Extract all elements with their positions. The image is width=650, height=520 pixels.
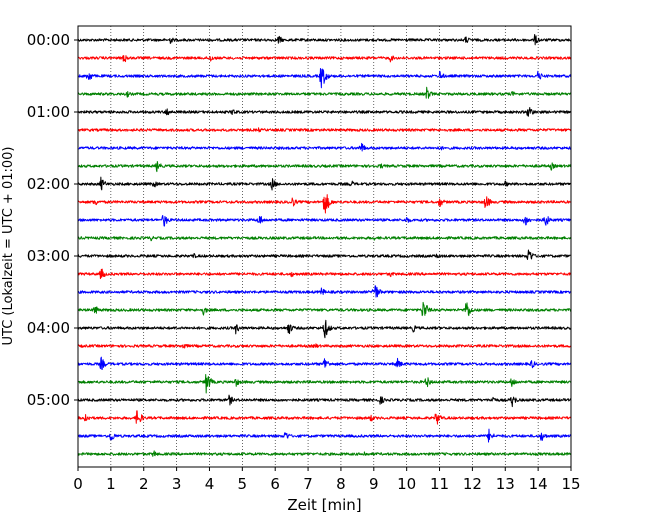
y-axis-ticks: 00:00 01:00 02:00 03:00 04:00 05:00 xyxy=(27,31,78,409)
trace-line xyxy=(77,67,572,89)
x-tick-label: 12 xyxy=(463,475,482,493)
y-tick-label: 02:00 xyxy=(27,175,70,193)
trace-line xyxy=(77,142,572,152)
trace-line xyxy=(77,86,572,99)
trace-line xyxy=(77,161,572,173)
y-axis-label: UTC (Lokalzeit = UTC + 01:00) xyxy=(1,147,16,346)
trace-line xyxy=(77,450,572,457)
x-tick-label: 9 xyxy=(369,475,379,493)
trace-line xyxy=(77,194,572,214)
x-tick-label: 5 xyxy=(238,475,248,493)
x-axis-ticks: 0 1 2 3 4 5 6 7 8 9 10 11 12 13 14 15 xyxy=(73,467,581,493)
trace-line xyxy=(77,285,572,298)
trace-line xyxy=(77,268,572,280)
x-tick-label: 2 xyxy=(139,475,149,493)
y-tick-label: 01:00 xyxy=(27,103,70,121)
x-tick-label: 6 xyxy=(270,475,280,493)
x-tick-label: 13 xyxy=(496,475,515,493)
trace-line xyxy=(77,428,572,443)
x-tick-label: 3 xyxy=(172,475,182,493)
trace-line xyxy=(77,410,572,425)
x-tick-label: 8 xyxy=(336,475,346,493)
trace-line xyxy=(77,176,572,191)
plot-frame xyxy=(77,25,572,468)
x-tick-label: 10 xyxy=(397,475,416,493)
trace-line xyxy=(77,301,572,317)
x-tick-label: 7 xyxy=(303,475,313,493)
y-tick-label: 00:00 xyxy=(27,31,70,49)
trace-line xyxy=(77,319,572,339)
trace-line xyxy=(77,249,572,260)
trace-line xyxy=(77,33,572,46)
trace-line xyxy=(77,54,572,63)
y-tick-label: 03:00 xyxy=(27,247,70,265)
seismogram-traces xyxy=(77,33,572,457)
trace-line xyxy=(77,374,572,394)
x-tick-label: 1 xyxy=(106,475,116,493)
x-tick-label: 0 xyxy=(73,475,83,493)
y-tick-label: 04:00 xyxy=(27,319,70,337)
x-tick-label: 4 xyxy=(205,475,215,493)
trace-line xyxy=(77,214,572,227)
trace-line xyxy=(77,343,572,349)
trace-line xyxy=(77,127,572,133)
y-tick-label: 05:00 xyxy=(27,391,70,409)
trace-line xyxy=(77,107,572,117)
x-axis-label: Zeit [min] xyxy=(287,496,361,514)
x-tick-label: 14 xyxy=(529,475,548,493)
trace-line xyxy=(77,394,572,408)
x-tick-label: 11 xyxy=(430,475,449,493)
trace-line xyxy=(77,356,572,370)
x-tick-label: 15 xyxy=(561,475,580,493)
trace-line xyxy=(77,235,572,242)
